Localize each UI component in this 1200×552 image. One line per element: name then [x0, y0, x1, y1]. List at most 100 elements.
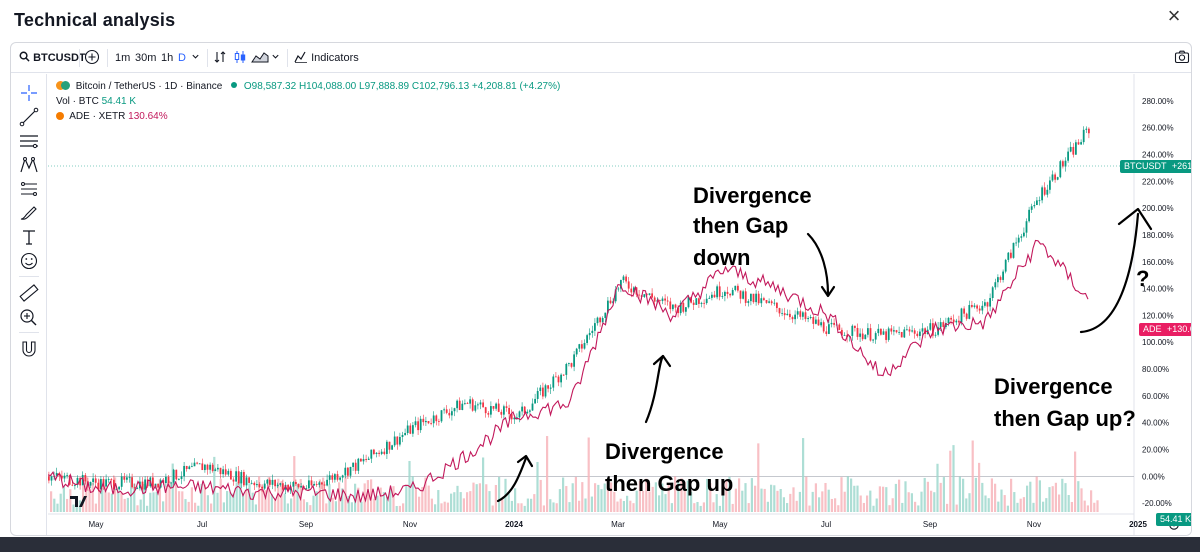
snapshot-button[interactable] — [1174, 49, 1190, 65]
btc-candle — [859, 333, 861, 337]
volume-bar — [66, 498, 69, 512]
btc-candle — [799, 311, 802, 317]
x-tick-label: Nov — [1027, 520, 1041, 529]
btc-candle — [188, 466, 191, 470]
volume-bar — [190, 487, 193, 512]
fib-icon[interactable] — [18, 179, 40, 199]
interval-1m[interactable]: 1m — [115, 52, 131, 64]
btc-candle — [929, 323, 932, 330]
crosshair-icon[interactable] — [18, 83, 40, 103]
btc-candle — [141, 481, 144, 490]
volume-bar — [978, 462, 981, 512]
btc-candle — [84, 474, 87, 482]
btc-candle — [713, 294, 716, 298]
chevron-down-icon — [192, 54, 199, 59]
tradingview-logo-shape — [70, 496, 87, 507]
volume-bar — [501, 499, 504, 512]
chart-type-dropdown[interactable] — [271, 50, 280, 66]
btc-candle — [861, 333, 864, 340]
btc-candle — [1056, 177, 1059, 180]
volume-bar — [517, 503, 520, 512]
btc-candle — [427, 420, 430, 424]
volume-bar — [203, 484, 206, 512]
volume-bar — [917, 505, 920, 512]
y-tick-label: 0.00% — [1142, 472, 1165, 481]
x-tick-label: Jul — [197, 520, 207, 529]
volume-bar — [213, 456, 216, 512]
price-chart[interactable]: 280.00% 260.00% 240.00% 220.00% 200.00% 180.0… — [48, 74, 1191, 536]
text-icon[interactable] — [18, 227, 40, 247]
volume-bar — [1067, 495, 1070, 512]
interval-30m[interactable]: 30m — [135, 52, 157, 64]
close-icon[interactable]: × — [1167, 3, 1181, 28]
btc-candle — [523, 406, 526, 414]
btc-candle — [906, 329, 908, 331]
volume-bar — [181, 491, 184, 512]
btc-candle — [479, 402, 482, 405]
btc-candle — [201, 463, 204, 471]
volume-bar — [558, 489, 561, 512]
volume-bar — [779, 489, 782, 512]
btc-candle — [1030, 206, 1033, 210]
btc-candle — [487, 413, 490, 415]
interval-dropdown[interactable] — [191, 50, 200, 66]
x-tick-label: May — [712, 520, 727, 529]
btc-candle — [76, 477, 79, 486]
chart-type-area-button[interactable] — [251, 50, 269, 66]
btc-candle — [471, 399, 474, 411]
horizontal-lines-icon[interactable] — [18, 131, 40, 151]
trend-line-icon[interactable] — [18, 107, 40, 127]
volume-bar — [187, 501, 190, 512]
volume-bar — [958, 476, 961, 512]
btc-candle — [1033, 204, 1036, 207]
volume-bar — [728, 476, 731, 512]
volume-bar — [382, 492, 385, 512]
volume-bar — [667, 484, 670, 512]
volume-bar — [1070, 501, 1073, 512]
btc-candle — [466, 403, 469, 404]
btc-candle — [315, 483, 318, 485]
btc-candle — [110, 478, 113, 480]
compare-add-button[interactable] — [84, 49, 100, 65]
btc-candle — [734, 285, 737, 290]
btc-candle — [378, 452, 380, 454]
volume-bar — [1051, 486, 1054, 512]
btc-candle — [893, 330, 895, 332]
btc-candle — [321, 482, 323, 485]
magnet-icon[interactable] — [18, 339, 40, 359]
pattern-icon[interactable] — [18, 155, 40, 175]
interval-1h[interactable]: 1h — [161, 52, 174, 64]
btc-candle — [503, 406, 505, 415]
btc-candle — [885, 331, 887, 340]
btc-candle — [432, 415, 435, 424]
volume-bar — [562, 477, 565, 512]
btc-candle — [396, 436, 399, 445]
btc-candle — [583, 342, 586, 349]
btc-candle — [718, 286, 721, 297]
chart-type-candles-button[interactable] — [233, 50, 247, 66]
ruler-icon[interactable] — [18, 283, 40, 303]
volume-bar — [642, 490, 645, 512]
volume-bar — [571, 483, 574, 512]
btc-candle — [877, 328, 880, 334]
volume-bar — [626, 495, 629, 512]
volume-bar — [843, 491, 846, 512]
volume-bar — [994, 483, 997, 512]
volume-bar — [373, 498, 376, 512]
btc-candle — [438, 421, 440, 422]
emoji-icon[interactable] — [18, 251, 40, 271]
btc-candle — [191, 466, 193, 468]
symbol-search-button[interactable]: BTCUSDT — [19, 50, 86, 66]
volume-bar — [1048, 487, 1051, 512]
btc-candle — [981, 305, 984, 311]
chart-area[interactable]: 280.00% 260.00% 240.00% 220.00% 200.00% 180.0… — [48, 74, 1191, 536]
interval-selected[interactable]: D — [178, 52, 186, 64]
brush-icon[interactable] — [18, 203, 40, 223]
indicator-sort-button[interactable] — [213, 50, 227, 66]
volume-bar — [690, 491, 693, 512]
btc-candle — [412, 425, 414, 434]
zoom-in-icon[interactable] — [18, 307, 40, 327]
btc-candle — [435, 415, 438, 422]
btc-candle — [651, 293, 653, 298]
indicators-button[interactable]: Indicators — [294, 50, 359, 66]
